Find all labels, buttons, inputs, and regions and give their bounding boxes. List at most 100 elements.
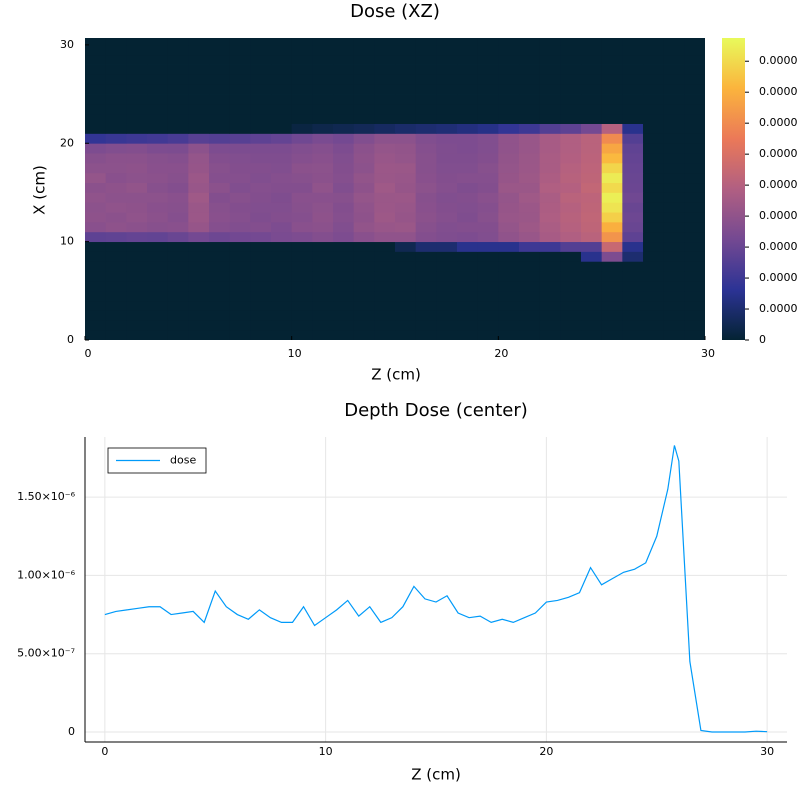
heatmap-cell — [209, 123, 231, 134]
heatmap-cell — [601, 241, 623, 252]
heatmap-cell — [684, 330, 705, 340]
heatmap-cell — [601, 251, 623, 262]
heatmap-cell — [312, 123, 334, 134]
heatmap-cell — [333, 261, 355, 272]
heatmap-cell — [85, 143, 107, 154]
heatmap-cell — [581, 84, 603, 95]
heatmap-cell — [126, 241, 148, 252]
heatmap-cell — [85, 74, 107, 85]
heatmap-cell — [539, 94, 561, 105]
heatmap-cell — [188, 162, 210, 174]
heatmap-cell — [209, 38, 231, 46]
heatmap-cell — [498, 290, 520, 302]
heatmap-cell — [477, 330, 499, 340]
heatmap-cell — [581, 221, 603, 233]
heatmap-cell — [581, 202, 603, 213]
heatmap-cell — [643, 290, 665, 302]
heatmap-cell — [333, 241, 355, 252]
heatmap-cell — [85, 123, 107, 134]
heatmap-cell — [250, 113, 272, 124]
heatmap-cell — [333, 202, 355, 213]
heatmap-cell — [147, 202, 169, 213]
heatmap-cell — [519, 94, 541, 105]
heatmap-cell — [601, 310, 623, 321]
heatmap-cell — [415, 153, 437, 164]
heatmap-cell — [581, 153, 603, 164]
colorbar-tick-label: 0.0000 — [759, 178, 798, 191]
heatmap-cell — [291, 54, 313, 65]
heatmap-cell — [643, 84, 665, 95]
heatmap-cell — [85, 280, 107, 292]
heatmap-cell — [333, 133, 355, 144]
heatmap-cell — [560, 84, 582, 95]
heatmap-cell — [519, 103, 541, 115]
heatmap-cell — [436, 271, 458, 282]
heatmap-cell — [353, 192, 375, 203]
heatmap-cell — [643, 192, 665, 203]
heatmap-cell — [622, 261, 644, 272]
heatmap-cell — [415, 84, 437, 95]
heatmap-cell — [291, 192, 313, 203]
heatmap-cell — [457, 44, 479, 56]
heatmap-cell — [519, 113, 541, 124]
heatmap-cell — [188, 64, 210, 75]
heatmap-cell — [291, 74, 313, 85]
heatmap-cell — [519, 143, 541, 154]
heatmap-cell — [395, 310, 417, 321]
heatmap-cell — [229, 251, 251, 262]
heatmap-cell — [684, 261, 705, 272]
heatmap-cell — [684, 241, 705, 252]
heatmap-cell — [663, 320, 685, 331]
heatmap-cell — [374, 221, 396, 233]
x-tick-label: 20 — [494, 347, 508, 360]
heatmap-cell — [436, 221, 458, 233]
heatmap-cell — [271, 84, 293, 95]
heatmap-cell — [271, 261, 293, 272]
heatmap-cell — [663, 123, 685, 134]
heatmap-cell — [395, 162, 417, 174]
heatmap-cell — [539, 143, 561, 154]
heatmap-cell — [457, 251, 479, 262]
heatmap-cell — [622, 44, 644, 56]
heatmap-cell — [519, 221, 541, 233]
heatmap-cell — [271, 133, 293, 144]
heatmap-cell — [395, 133, 417, 144]
heatmap-cell — [312, 113, 334, 124]
heatmap-cell — [498, 310, 520, 321]
heatmap-cell — [477, 231, 499, 243]
heatmap-cell — [395, 143, 417, 154]
heatmap-cell — [312, 162, 334, 174]
heatmap-cell — [663, 241, 685, 252]
heatmap-cell — [622, 330, 644, 340]
heatmap-cell — [333, 330, 355, 340]
heatmap-cell — [415, 192, 437, 203]
heatmap-cell — [601, 74, 623, 85]
heatmap-cell — [415, 123, 437, 134]
heatmap-cell — [415, 271, 437, 282]
x-tick-label: 30 — [701, 347, 715, 360]
heatmap-cell — [643, 251, 665, 262]
heatmap-cell — [601, 94, 623, 105]
heatmap-cell — [374, 261, 396, 272]
heatmap-cell — [250, 54, 272, 65]
heatmap-cell — [209, 290, 231, 302]
heatmap-cell — [353, 271, 375, 282]
heatmap-cell — [415, 172, 437, 184]
heatmap-cell — [622, 182, 644, 193]
heatmap-cell — [519, 320, 541, 331]
heatmap-cell — [457, 38, 479, 46]
heatmap-cell — [663, 113, 685, 124]
heatmap-cell — [663, 271, 685, 282]
heatmap-cell — [105, 310, 127, 321]
heatmap-cell — [622, 162, 644, 174]
heatmap-cell — [560, 143, 582, 154]
heatmap-cell — [291, 113, 313, 124]
heatmap-cell — [519, 261, 541, 272]
heatmap-cell — [436, 261, 458, 272]
heatmap-cell — [498, 133, 520, 144]
heatmap-cell — [581, 290, 603, 302]
heatmap-cell — [312, 221, 334, 233]
heatmap-cell — [209, 261, 231, 272]
heatmap-cell — [126, 271, 148, 282]
heatmap-cell — [250, 162, 272, 174]
